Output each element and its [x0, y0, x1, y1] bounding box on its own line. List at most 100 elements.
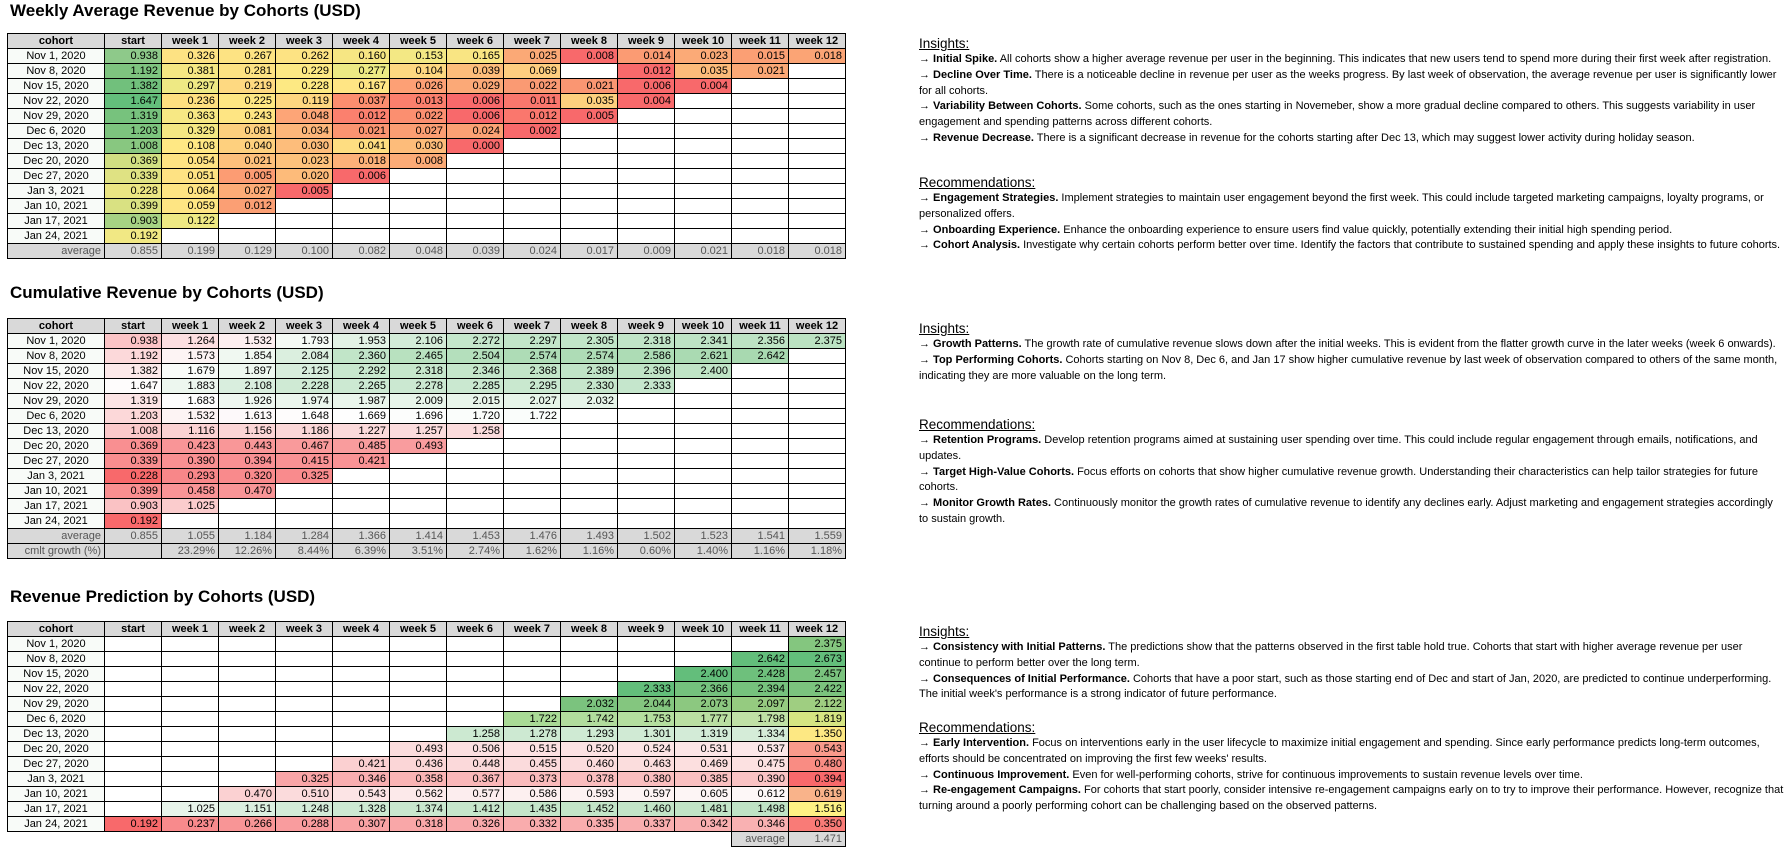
growth-row-value: 3.51% [389, 543, 447, 559]
value-cell [560, 636, 618, 652]
value-cell [275, 198, 333, 214]
value-cell: 1.498 [731, 801, 789, 817]
value-cell [560, 228, 618, 244]
value-cell [731, 228, 789, 244]
value-cell [560, 213, 618, 229]
average-row-value: 0.009 [617, 243, 675, 259]
value-cell: 0.228 [104, 468, 162, 484]
value-cell: 2.265 [332, 378, 390, 394]
cohort-label: Jan 3, 2021 [7, 771, 105, 787]
value-cell [161, 228, 219, 244]
value-cell [503, 438, 561, 454]
value-cell: 2.305 [560, 333, 618, 349]
value-cell: 0.903 [104, 498, 162, 514]
value-cell: 0.000 [446, 138, 504, 154]
col-header: week 6 [446, 33, 504, 49]
cohort-label: Nov 15, 2020 [7, 363, 105, 379]
value-cell: 0.448 [446, 756, 504, 772]
col-header: cohort [7, 621, 105, 637]
value-cell [617, 423, 675, 439]
value-cell: 0.367 [446, 771, 504, 787]
note-item-lead: → Consequences of Initial Performance. [919, 672, 1130, 685]
growth-row-value: 1.40% [674, 543, 732, 559]
value-cell [617, 138, 675, 154]
prediction-recommendations: Recommendations: → Early Intervention. Fo… [919, 720, 1785, 815]
cohort-label: Nov 15, 2020 [7, 78, 105, 94]
value-cell: 1.257 [389, 423, 447, 439]
value-cell: 2.272 [446, 333, 504, 349]
value-cell: 0.332 [503, 816, 561, 832]
value-cell: 2.368 [503, 363, 561, 379]
note-item: → Retention Programs. Develop retention … [919, 433, 1785, 465]
note-item-text: Focus efforts on cohorts that show highe… [919, 465, 1759, 494]
weekly-recommendations: Recommendations: → Engagement Strategies.… [919, 175, 1785, 254]
value-cell [731, 408, 789, 424]
col-header: week 9 [617, 318, 675, 334]
value-cell [332, 726, 390, 742]
value-cell: 1.328 [332, 801, 390, 817]
value-cell [218, 498, 276, 514]
growth-row-value: 1.16% [731, 543, 789, 559]
blank-cell [105, 832, 162, 847]
value-cell [218, 741, 276, 757]
value-cell: 0.021 [731, 63, 789, 79]
value-cell: 0.022 [389, 108, 447, 124]
table-row: Jan 24, 2021 0.192 [7, 228, 846, 244]
value-cell: 1.722 [503, 711, 561, 727]
value-cell: 0.335 [560, 816, 618, 832]
value-cell: 0.005 [560, 108, 618, 124]
value-cell [788, 183, 846, 199]
note-item-lead: → Early Intervention. [919, 737, 1030, 749]
value-cell: 0.027 [218, 183, 276, 199]
note-item-lead: → Growth Patterns. [919, 338, 1022, 350]
value-cell [104, 801, 162, 817]
value-cell: 0.467 [275, 438, 333, 454]
value-cell [104, 666, 162, 682]
average-row-value: 1.453 [446, 528, 504, 544]
value-cell: 0.394 [218, 453, 276, 469]
value-cell [389, 636, 447, 652]
value-cell [389, 666, 447, 682]
average-row-value: 0.018 [731, 243, 789, 259]
notes-heading: Recommendations: [919, 175, 1036, 190]
value-cell: 1.683 [161, 393, 219, 409]
value-cell: 0.493 [389, 741, 447, 757]
value-cell: 2.621 [674, 348, 732, 364]
value-cell: 0.415 [275, 453, 333, 469]
value-cell: 1.435 [503, 801, 561, 817]
value-cell [218, 228, 276, 244]
note-item: → Continuous Improvement. Even for well-… [919, 768, 1785, 784]
value-cell: 0.104 [389, 63, 447, 79]
value-cell [389, 498, 447, 514]
value-cell [617, 123, 675, 139]
value-cell: 1.742 [560, 711, 618, 727]
value-cell [617, 651, 675, 667]
average-row-label: average [731, 831, 789, 847]
col-header: week 1 [161, 318, 219, 334]
value-cell [674, 423, 732, 439]
value-cell: 0.160 [332, 48, 390, 64]
value-cell: 0.421 [332, 756, 390, 772]
value-cell [446, 666, 504, 682]
value-cell [332, 513, 390, 529]
value-cell [503, 651, 561, 667]
value-cell: 1.854 [218, 348, 276, 364]
value-cell [503, 681, 561, 697]
cohort-label: Dec 6, 2020 [7, 123, 105, 139]
note-item: → Re-engagement Campaigns. For cohorts t… [919, 783, 1785, 815]
note-item-lead: → Revenue Decrease. [919, 131, 1034, 144]
value-cell [332, 711, 390, 727]
value-cell: 0.192 [104, 816, 162, 832]
average-row-value: 1.523 [674, 528, 732, 544]
value-cell: 0.025 [503, 48, 561, 64]
average-row-label: average [7, 528, 105, 544]
value-cell: 0.612 [731, 786, 789, 802]
value-cell: 0.037 [332, 93, 390, 109]
cohort-label: Jan 10, 2021 [7, 786, 105, 802]
value-cell: 0.018 [788, 48, 846, 64]
value-cell: 2.044 [617, 696, 675, 712]
value-cell: 1.452 [560, 801, 618, 817]
average-row-value: 1.055 [161, 528, 219, 544]
value-cell: 0.026 [389, 78, 447, 94]
col-header: week 3 [275, 318, 333, 334]
